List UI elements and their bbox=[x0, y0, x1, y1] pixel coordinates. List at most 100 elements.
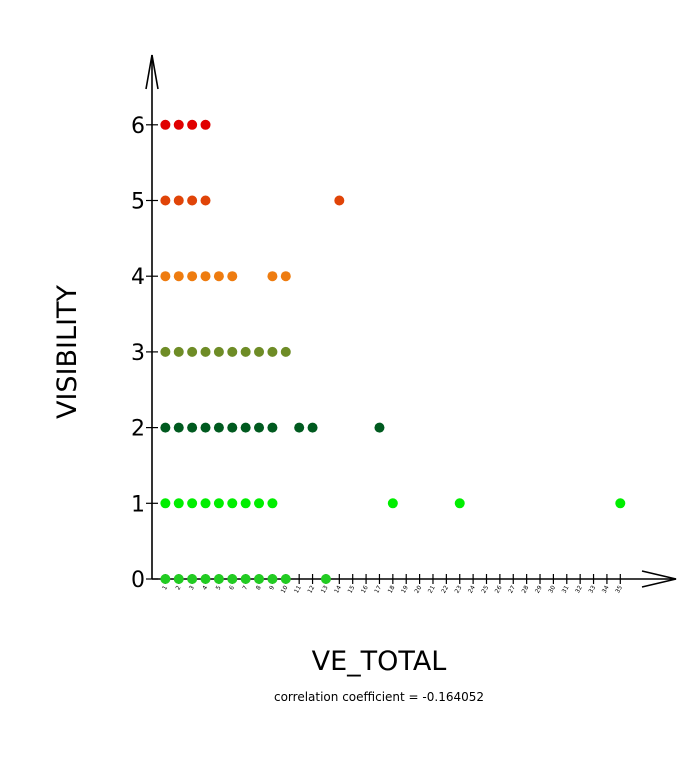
data-point bbox=[160, 498, 171, 509]
data-point bbox=[160, 119, 171, 130]
data-point bbox=[173, 498, 184, 509]
data-point bbox=[280, 346, 291, 357]
x-tick-label: 23 bbox=[454, 584, 464, 594]
data-point bbox=[187, 271, 198, 282]
correlation-annotation: correlation coefficient = -0.164052 bbox=[274, 690, 484, 704]
data-point bbox=[160, 271, 171, 282]
data-point bbox=[267, 271, 278, 282]
data-point bbox=[173, 271, 184, 282]
y-tick-label: 4 bbox=[131, 265, 145, 290]
data-point bbox=[227, 574, 238, 584]
data-point bbox=[213, 498, 224, 509]
x-tick-label: 22 bbox=[440, 584, 450, 594]
data-point bbox=[213, 346, 224, 357]
data-point bbox=[254, 422, 265, 433]
data-point bbox=[240, 422, 251, 433]
data-point bbox=[200, 346, 211, 357]
x-tick-label: 17 bbox=[373, 584, 383, 594]
data-point bbox=[267, 422, 278, 433]
data-point bbox=[213, 574, 224, 584]
data-point bbox=[267, 346, 278, 357]
data-point bbox=[187, 346, 198, 357]
x-tick-label: 25 bbox=[480, 584, 490, 594]
data-point bbox=[173, 574, 184, 584]
y-tick-label: 2 bbox=[131, 417, 145, 442]
axes bbox=[145, 54, 677, 588]
x-tick-label: 26 bbox=[494, 584, 504, 594]
data-point bbox=[267, 498, 278, 509]
data-point bbox=[267, 574, 278, 584]
data-point bbox=[173, 195, 184, 206]
x-tick-label: 19 bbox=[400, 584, 410, 594]
y-tick-label: 3 bbox=[131, 341, 145, 366]
x-tick-label: 18 bbox=[387, 584, 397, 594]
data-point bbox=[173, 422, 184, 433]
data-point bbox=[280, 574, 291, 584]
data-point bbox=[294, 422, 305, 433]
data-point bbox=[160, 346, 171, 357]
x-tick-label: 27 bbox=[507, 584, 517, 594]
y-axis-title: VISIBILITY bbox=[52, 284, 83, 419]
data-point bbox=[334, 195, 345, 206]
data-point bbox=[227, 346, 238, 357]
x-tick-label: 29 bbox=[534, 584, 544, 594]
x-tick-label: 30 bbox=[547, 584, 557, 594]
data-point bbox=[160, 195, 171, 206]
x-axis-arrowhead bbox=[641, 570, 677, 588]
data-point bbox=[387, 498, 398, 509]
data-point bbox=[187, 498, 198, 509]
data-point bbox=[227, 422, 238, 433]
data-point bbox=[227, 271, 238, 282]
x-tick-label: 20 bbox=[413, 584, 423, 594]
y-ticks: 0 1 2 3 4 5 6 bbox=[131, 114, 158, 593]
data-point bbox=[187, 422, 198, 433]
x-tick-label: 14 bbox=[333, 584, 343, 594]
x-tick-label: 35 bbox=[614, 584, 624, 594]
x-tick-label: 2 bbox=[175, 584, 183, 591]
data-point bbox=[200, 195, 211, 206]
data-point bbox=[454, 498, 465, 509]
y-tick-label: 6 bbox=[131, 114, 145, 139]
data-point bbox=[187, 119, 198, 130]
data-point bbox=[200, 498, 211, 509]
x-tick-label: 8 bbox=[255, 584, 263, 591]
data-point bbox=[213, 422, 224, 433]
data-point bbox=[240, 346, 251, 357]
x-tick-label: 13 bbox=[320, 584, 330, 594]
x-tick-label: 6 bbox=[228, 584, 236, 591]
data-point bbox=[280, 271, 291, 282]
data-point bbox=[254, 346, 265, 357]
data-point bbox=[187, 574, 198, 584]
x-tick-label: 33 bbox=[587, 584, 597, 594]
data-point bbox=[254, 498, 265, 509]
x-tick-label: 9 bbox=[268, 584, 276, 591]
y-tick-label: 5 bbox=[131, 190, 145, 215]
data-point bbox=[160, 574, 171, 584]
data-point bbox=[374, 422, 385, 433]
x-tick-label: 21 bbox=[427, 584, 437, 594]
x-tick-label: 10 bbox=[280, 584, 290, 594]
data-point bbox=[213, 271, 224, 282]
x-tick-label: 28 bbox=[520, 584, 530, 594]
x-axis-title: VE_TOTAL bbox=[312, 646, 447, 677]
data-point bbox=[160, 422, 171, 433]
x-tick-label: 7 bbox=[241, 584, 249, 591]
data-point bbox=[254, 574, 265, 584]
y-axis-arrowhead bbox=[145, 54, 159, 90]
x-tick-label: 3 bbox=[188, 584, 196, 591]
data-point bbox=[320, 574, 331, 584]
data-point bbox=[187, 195, 198, 206]
x-tick-label: 32 bbox=[574, 584, 584, 594]
data-point bbox=[200, 574, 211, 584]
x-tick-label: 15 bbox=[347, 584, 357, 594]
x-tick-label: 5 bbox=[215, 584, 223, 591]
data-point bbox=[200, 119, 211, 130]
data-point bbox=[615, 498, 626, 509]
x-tick-label: 31 bbox=[561, 584, 571, 594]
x-tick-label: 4 bbox=[201, 584, 209, 591]
data-point bbox=[173, 119, 184, 130]
x-tick-label: 1 bbox=[161, 584, 169, 591]
data-points bbox=[160, 119, 626, 584]
data-point bbox=[200, 271, 211, 282]
